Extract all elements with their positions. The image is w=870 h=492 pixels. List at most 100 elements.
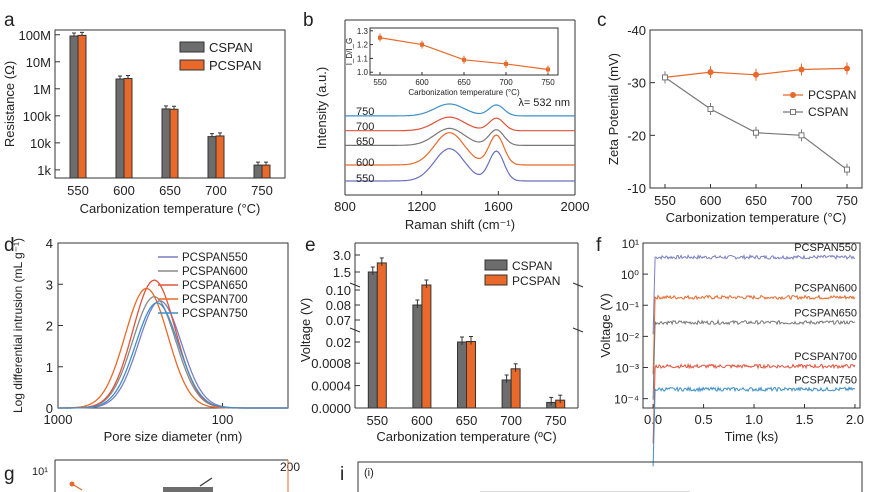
- panel-d-xtick-label: 100: [212, 412, 234, 427]
- panel-a-xtick-label: 750: [251, 183, 273, 198]
- panel-f-frame: [642, 242, 861, 409]
- panel-d-curve-PCSPAN700: [58, 287, 288, 409]
- panel-b-inset-xtick-label: 600: [415, 78, 429, 87]
- panel-f-ylabel: Voltage (V): [598, 293, 613, 357]
- panel-f-trace-PCSPAN750: [652, 386, 856, 467]
- panel-c-legend-marker: [790, 109, 796, 115]
- panel-b-inset-xtick-label: 750: [541, 78, 555, 87]
- panel-b-series-label: 650: [356, 136, 374, 148]
- panel-f-series-label: PCSPAN650: [794, 307, 857, 319]
- panel-a-legend-label: PCSPAN: [209, 58, 262, 73]
- panel-f-xtick-label: 0.0: [644, 412, 662, 427]
- panel-d-legend-label: PCSPAN700: [182, 294, 248, 306]
- panel-c-point-CSPAN: [662, 74, 668, 81]
- panel-c-xtick-label: 650: [745, 193, 767, 208]
- panel-e-axis-break: [349, 327, 361, 333]
- panel-b-xtick-label: 1600: [484, 199, 513, 214]
- panel-f-series-label: PCSPAN750: [794, 374, 857, 386]
- panel-c-ytick-label: -30: [627, 76, 646, 91]
- panel-d-xlabel: Pore size diameter (nm): [104, 429, 243, 444]
- panel-b-inset-ylabel: I_D/I_G: [345, 38, 354, 66]
- panel-c-xtick-label: 750: [836, 193, 858, 208]
- panel-a-legend-swatch-CSPAN: [179, 41, 205, 53]
- panel-d-ytick-label: 4: [46, 236, 53, 251]
- panel-e-bar-CSPAN: [501, 379, 512, 409]
- panel-c-point-PCSPAN: [753, 71, 759, 78]
- panel-d-ytick-label: 1: [46, 360, 53, 375]
- panel-i-sublabel: (i): [364, 467, 374, 479]
- panel-e-xtick-label: 650: [456, 413, 478, 428]
- panel-e-ytick-label: 0.0004: [311, 379, 351, 394]
- panel-b-inset-xlabel: Carbonization temperature (°C): [408, 88, 520, 97]
- panel-e-ytick-label: 0.0000: [311, 401, 351, 416]
- panel-a-ytick-label: 100k: [23, 109, 52, 124]
- panel-d-curve-PCSPAN750: [58, 302, 288, 409]
- panel-a-bar-PCSPAN: [123, 78, 133, 179]
- panel-c-point-CSPAN: [844, 166, 850, 173]
- panel-b-spectrum-650: [345, 127, 575, 146]
- panel-label-c: c: [597, 10, 607, 31]
- panel-b-xlabel: Raman shift (cm⁻¹): [405, 217, 515, 232]
- panel-a-xtick-label: 550: [67, 183, 89, 198]
- panel-a-bar-PCSPAN: [261, 164, 271, 179]
- panel-e-ytick-label: 3.0: [333, 248, 351, 263]
- panel-f-xtick-label: 2.0: [846, 412, 864, 427]
- panel-label-b: b: [303, 10, 314, 31]
- panel-a-ytick-label: 1k: [37, 163, 51, 178]
- panel-e-legend-label: PCSPAN: [512, 274, 560, 288]
- panel-a-ytick-label: 10k: [30, 136, 51, 151]
- panel-b-inset-ytick-label: 1.3: [357, 27, 369, 36]
- panel-d-legend-label: PCSPAN750: [182, 308, 248, 320]
- panel-a-bar-PCSPAN: [169, 108, 179, 179]
- panel-g-ytick-label: 10¹: [32, 466, 48, 478]
- panel-e-xlabel: Carbonization temperature (ºC): [376, 429, 556, 444]
- panel-e-bar-PCSPAN: [421, 284, 432, 409]
- panel-f-ytick-label: 10⁻²: [615, 330, 639, 344]
- panel-b-series-label: 700: [356, 121, 374, 133]
- panel-b-inset-xtick-label: 650: [457, 78, 471, 87]
- panel-label-f: f: [596, 235, 602, 256]
- panel-f-series-label: PCSPAN550: [794, 242, 857, 254]
- panel-label-i: i: [340, 464, 344, 485]
- panel-b-spectrum-700: [345, 116, 575, 132]
- panel-g-point: [69, 481, 75, 487]
- panel-label-d: d: [4, 235, 15, 256]
- panel-c-point-CSPAN: [798, 132, 805, 139]
- panel-b-inset-frame: [369, 27, 559, 76]
- panel-d-xtick-label: 1000: [44, 412, 73, 427]
- panel-d-ytick-label: 3: [46, 277, 53, 292]
- panel-b-inset-xtick-label: 700: [499, 78, 513, 87]
- panel-b-series-label: 550: [356, 173, 374, 185]
- panel-a-ytick-label: 1M: [33, 82, 51, 97]
- panel-label-e: e: [305, 235, 316, 256]
- panel-c-xtick-label: 700: [791, 193, 813, 208]
- panel-f-xlabel: Time (ks): [725, 429, 779, 444]
- panel-c-point-PCSPAN: [707, 69, 714, 76]
- panel-c-xtick-label: 600: [700, 193, 722, 208]
- panel-f-xtick-label: 1.5: [795, 412, 813, 427]
- panel-c-ytick-label: -20: [627, 128, 646, 143]
- panel-f-trace-PCSPAN650: [652, 318, 856, 400]
- panel-e-bar-PCSPAN: [510, 368, 521, 409]
- panel-b-xtick-label: 2000: [561, 199, 590, 214]
- panel-label-g: g: [4, 464, 15, 485]
- panel-a-ytick-label: 100M: [18, 28, 51, 43]
- panel-b-series-label: 750: [356, 106, 374, 118]
- panel-c-xtick-label: 550: [654, 193, 676, 208]
- panel-f-trace-PCSPAN600: [652, 294, 856, 375]
- panel-e-axis-break: [349, 282, 361, 288]
- panel-f-trace-PCSPAN550: [652, 253, 856, 335]
- panel-c-ytick-label: -40: [627, 23, 646, 38]
- panel-f-series-label: PCSPAN600: [794, 282, 857, 294]
- panel-d-ytick-label: 0: [46, 401, 53, 416]
- panel-f-series-label: PCSPAN700: [794, 351, 857, 363]
- panel-b-spectrum-750: [345, 103, 575, 117]
- panel-b-xtick-label: 800: [334, 199, 356, 214]
- panel-e-bar-CSPAN: [367, 271, 378, 409]
- panel-f-ytick-label: 10¹: [622, 237, 639, 251]
- panel-e-ytick-label: 1.5: [333, 265, 351, 280]
- panel-b-ylabel: Intensity (a.u.): [314, 67, 329, 149]
- panel-e-bar-CSPAN: [412, 304, 423, 409]
- panel-label-a: a: [4, 10, 15, 31]
- panel-g-arrow: [199, 477, 213, 487]
